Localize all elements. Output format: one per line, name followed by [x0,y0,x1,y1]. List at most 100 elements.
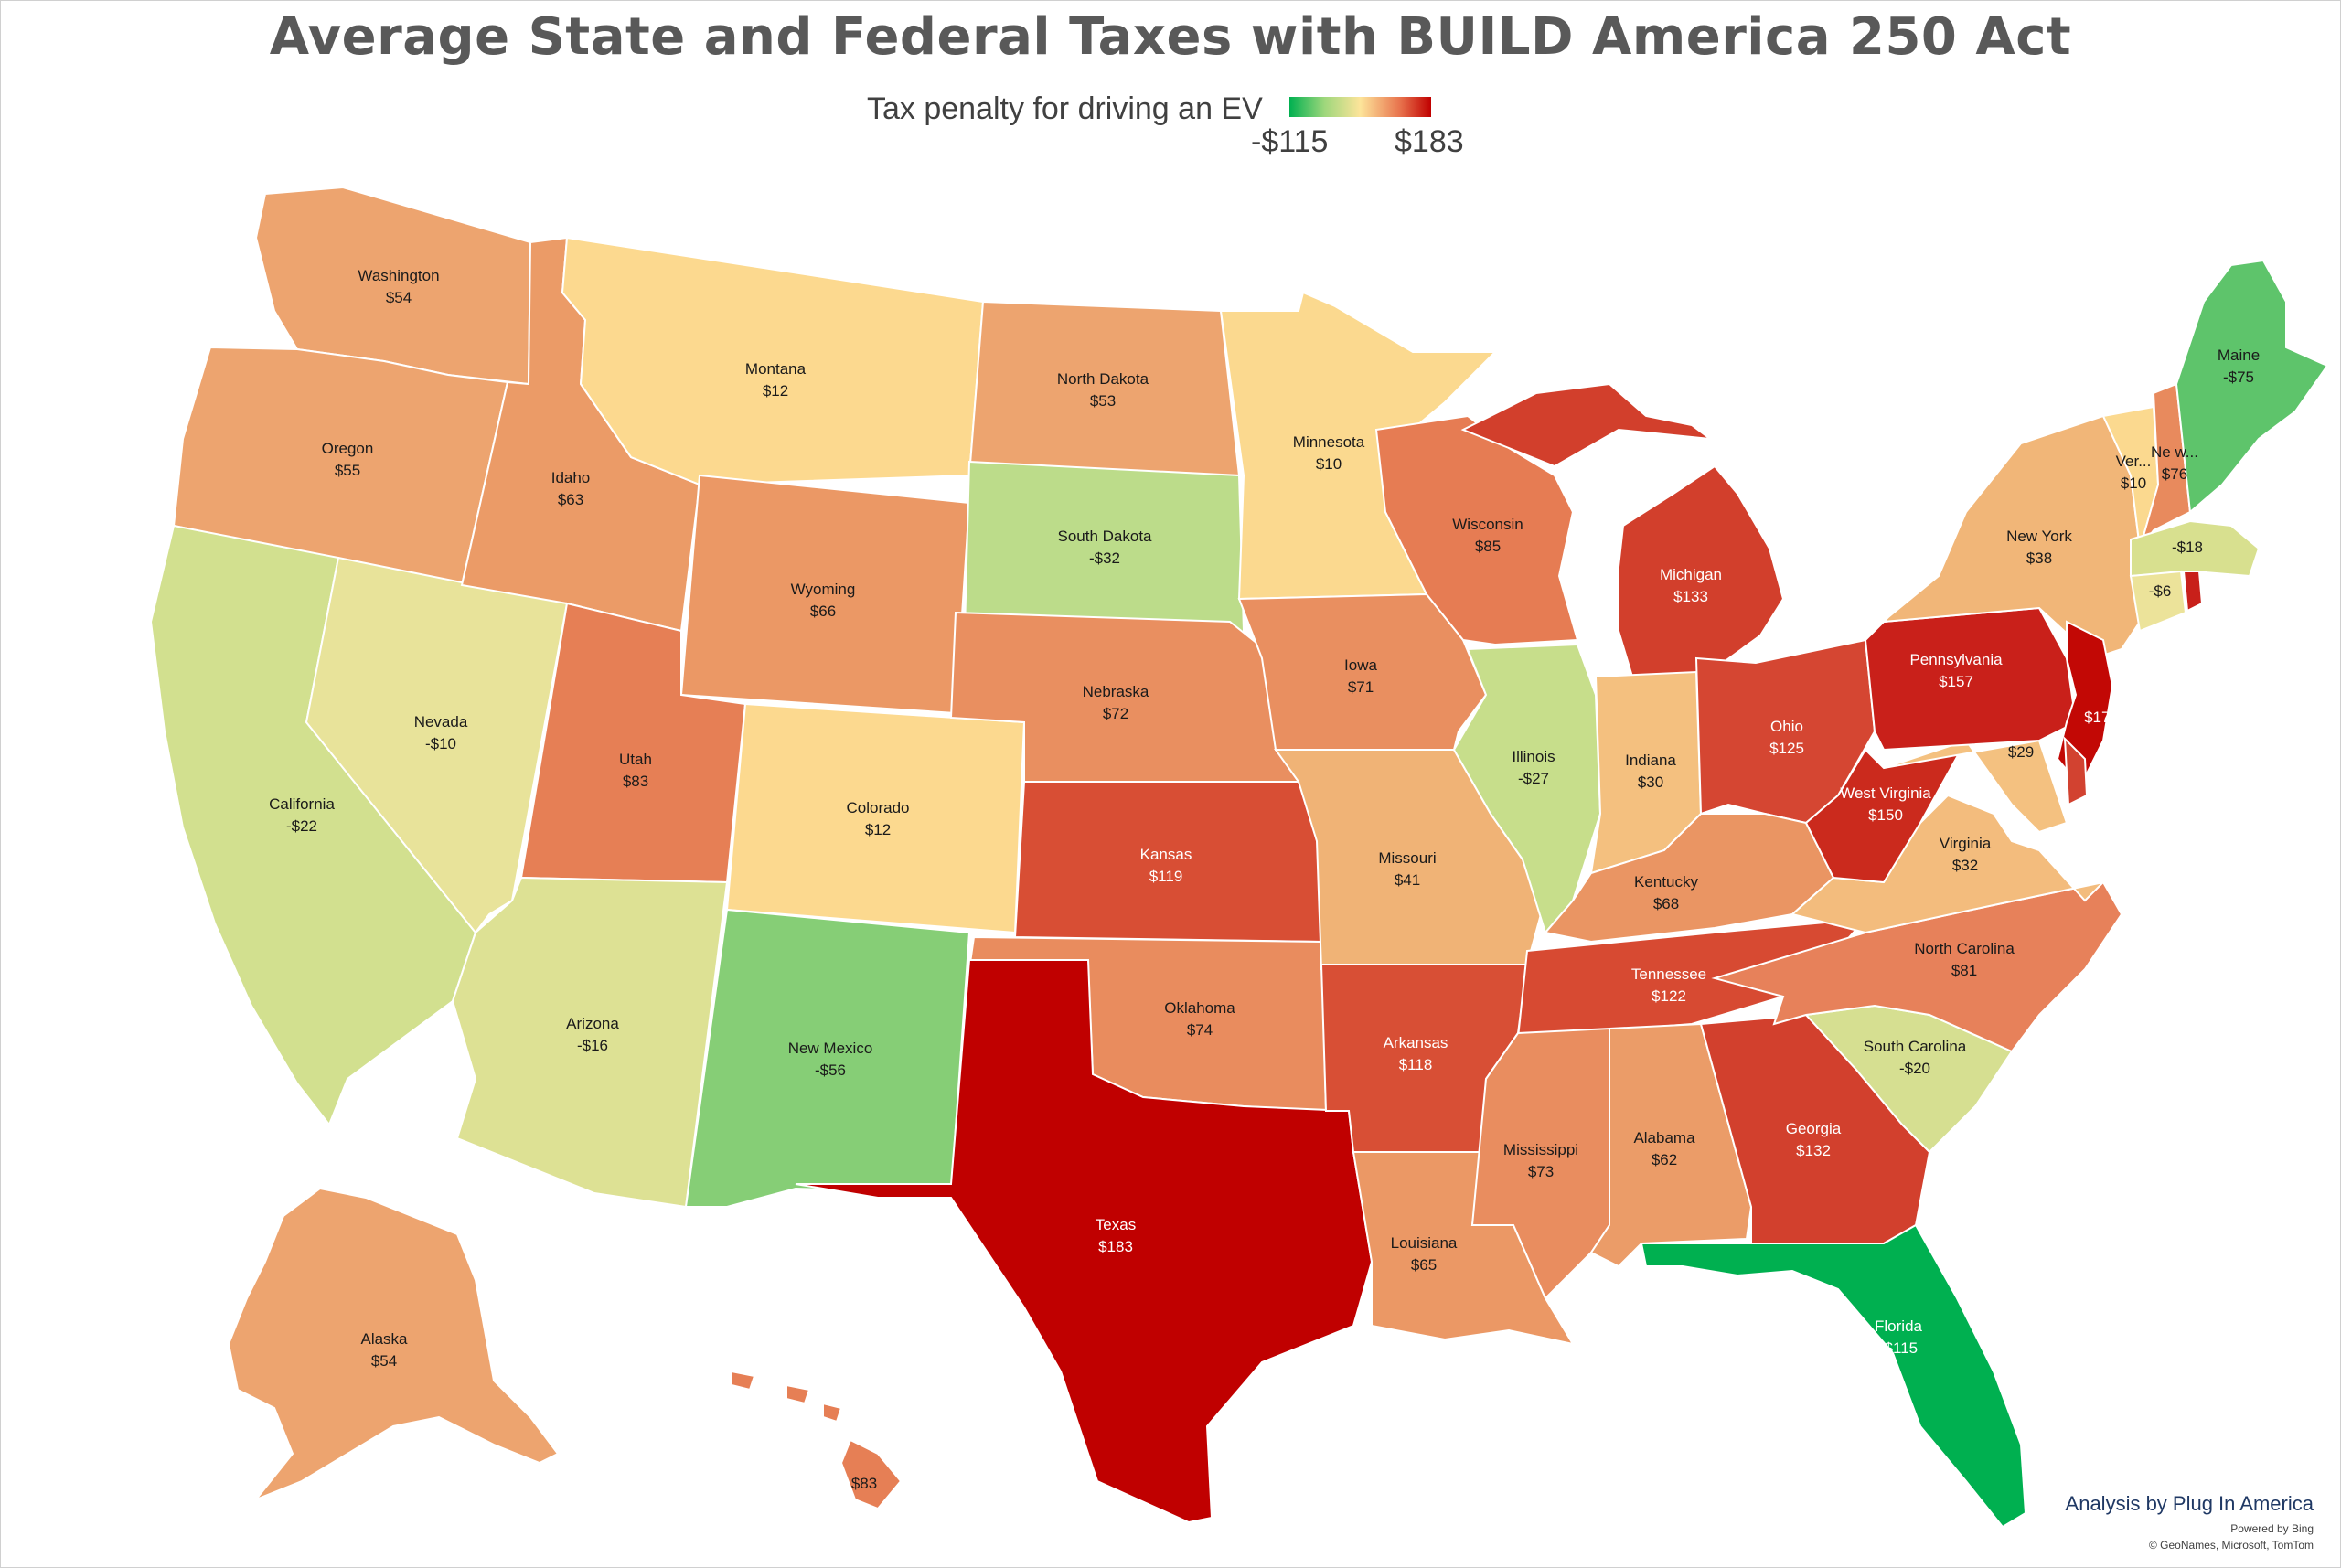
state-label-ok: Oklahoma $74 [1164,999,1235,1039]
state-label-ia: Iowa $71 [1344,656,1377,696]
powered-by-credit: Powered by Bing [2230,1522,2314,1535]
state-value-label: -$27 [1518,770,1549,787]
state-name-label: South Dakota [1057,528,1152,545]
state-label-al: Alabama $62 [1633,1129,1695,1168]
state-value-label: -$16 [577,1037,608,1054]
state-name-label: Illinois [1512,748,1555,765]
state-name-label: Louisiana [1391,1234,1458,1252]
state-co[interactable] [725,702,1026,934]
state-name-label: Missouri [1378,849,1436,867]
legend-color-scale [1289,97,1431,117]
state-mi[interactable] [1460,382,1785,678]
state-name-label: Iowa [1344,656,1377,674]
state-value-label: $83 [623,773,648,790]
state-label-ks: Kansas $119 [1140,846,1192,885]
state-label-md: $29 [2008,743,2034,761]
state-label-ma: -$18 [2172,539,2203,556]
state-value-label: $10 [1316,455,1342,473]
state-label-nm: New Mexico -$56 [788,1040,873,1079]
state-value-label: $54 [386,289,412,306]
state-label-nd: North Dakota $53 [1057,370,1149,410]
state-az[interactable] [451,876,729,1209]
state-tx[interactable] [795,959,1374,1524]
state-name-label: Minnesota [1293,433,1365,451]
state-hi[interactable] [731,1370,903,1510]
state-name-label: Tennessee [1631,965,1706,983]
state-name-label: New Mexico [788,1040,873,1057]
state-label-nc: North Carolina $81 [1914,940,2015,979]
state-nd[interactable] [967,300,1241,476]
state-fl[interactable] [1640,1223,2027,1529]
state-label-ne: Nebraska $72 [1083,683,1149,722]
legend-min-label: -$115 [1251,124,1329,159]
state-name-label: Colorado [847,799,910,816]
state-name-label: Oklahoma [1164,999,1235,1017]
state-value-label: $83 [851,1475,877,1492]
state-value-label: $53 [1090,392,1116,410]
state-name-label: Nevada [414,713,468,731]
state-label-nv: Nevada -$10 [414,713,468,752]
state-label-ky: Kentucky $68 [1634,873,1698,912]
state-label-ar: Arkansas $118 [1384,1034,1448,1073]
state-value-label: $157 [1939,673,1973,690]
state-name-label: Mississippi [1503,1141,1578,1158]
state-value-label: -$18 [2172,539,2203,556]
state-label-sd: South Dakota -$32 [1057,528,1152,567]
state-name-label: South Carolina [1864,1038,1967,1055]
legend-max-label: $183 [1395,124,1464,159]
state-label-va: Virginia $32 [1940,835,1992,874]
state-label-tn: Tennessee $122 [1631,965,1706,1005]
state-label-tx: Texas $183 [1096,1216,1136,1255]
analysis-credit: Analysis by Plug In America [2065,1492,2314,1515]
state-label-mn: Minnesota $10 [1293,433,1365,473]
state-label-ca: California -$22 [269,795,335,835]
state-value-label: $10 [2121,475,2146,492]
state-name-label: Wisconsin [1452,516,1523,533]
state-value-label: $73 [1528,1163,1554,1180]
state-ak[interactable] [227,1187,560,1502]
state-name-label: Ohio [1770,718,1803,735]
state-value-label: $81 [1951,962,1977,979]
state-value-label: $76 [2162,465,2187,483]
state-label-co: Colorado $12 [847,799,910,838]
state-value-label: $122 [1652,987,1686,1005]
state-label-group: Washington $54 Oregon $55 California -$22 N… [269,267,2260,1492]
state-value-label: $32 [1952,857,1978,874]
state-name-label: Indiana [1625,752,1676,769]
state-name-label: Pennsylvania [1909,651,2003,668]
state-value-label: $72 [1103,705,1128,722]
state-ky[interactable] [1544,813,1835,944]
state-name-label: Montana [745,360,807,378]
state-value-label: $74 [1187,1021,1213,1039]
state-value-label: $41 [1395,871,1420,889]
state-name-label: North Carolina [1914,940,2015,957]
state-value-label: -$20 [1899,1060,1930,1077]
state-nm[interactable] [684,908,971,1208]
state-name-label: North Dakota [1057,370,1149,388]
state-me[interactable] [2175,259,2329,514]
state-de[interactable] [2063,736,2089,806]
state-name-label: Texas [1096,1216,1136,1233]
state-label-pa: Pennsylvania $157 [1909,651,2003,690]
state-label-wa: Washington $54 [358,267,439,306]
state-label-hi: $83 [851,1475,877,1492]
state-name-label: Wyoming [791,581,856,598]
state-label-mo: Missouri $41 [1378,849,1436,889]
state-ri[interactable] [2182,571,2204,613]
state-name-label: Maine [2218,347,2260,364]
state-name-label: New York [2006,528,2072,545]
state-label-wi: Wisconsin $85 [1452,516,1523,555]
state-value-label: $118 [1399,1056,1433,1073]
state-label-ut: Utah $83 [619,751,652,790]
state-name-label: Michigan [1660,566,1722,583]
state-value-label: $12 [865,821,891,838]
state-value-label: $55 [335,462,360,479]
state-name-label: Ver... [2116,453,2152,470]
state-value-label: $85 [1475,538,1501,555]
state-name-label: Idaho [551,469,591,486]
state-name-label: Florida [1875,1317,1923,1335]
state-value-label: -$56 [815,1061,846,1079]
state-value-label: $63 [558,491,583,508]
state-name-label: Utah [619,751,652,768]
state-ct[interactable] [2129,570,2187,633]
